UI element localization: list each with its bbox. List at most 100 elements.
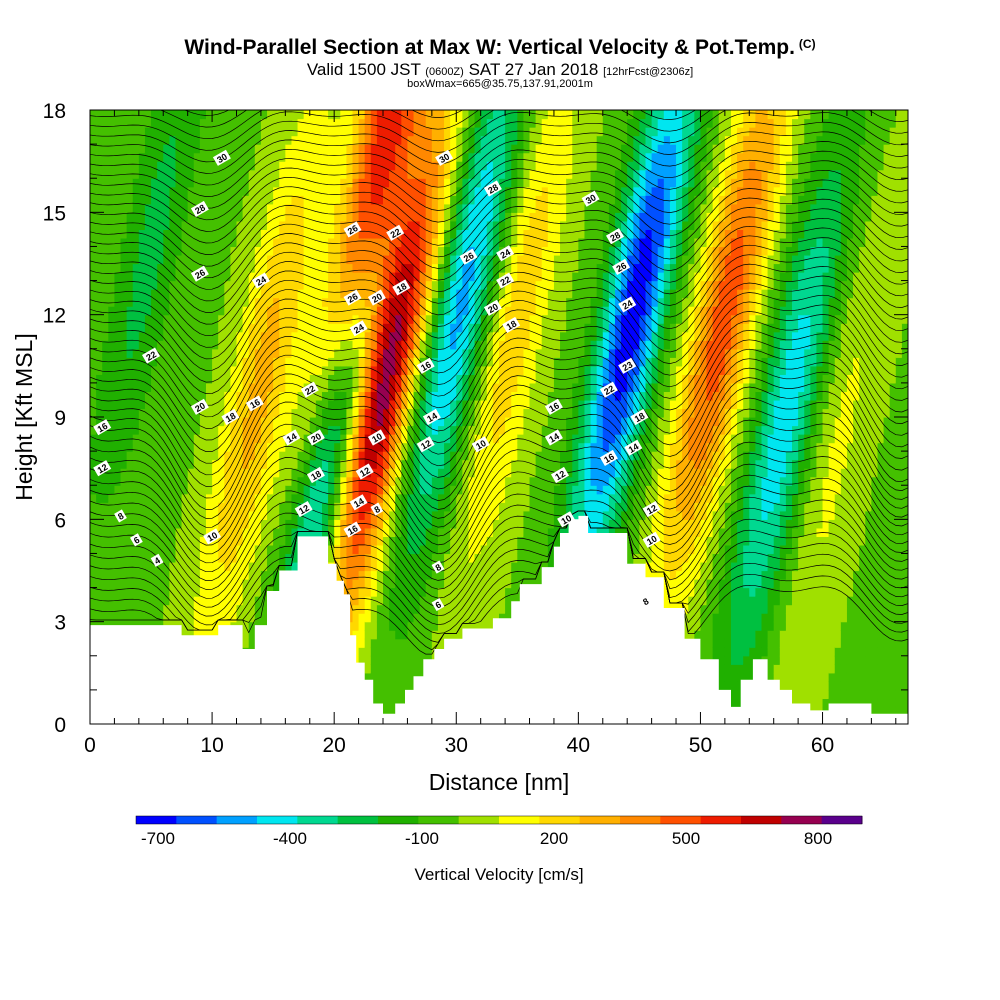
velocity-cell: [151, 544, 158, 555]
velocity-cell: [273, 357, 280, 367]
velocity-cell: [315, 493, 323, 503]
velocity-cell: [321, 527, 329, 537]
velocity-cell: [389, 374, 396, 384]
velocity-cell: [431, 323, 439, 333]
velocity-cell: [425, 144, 433, 154]
velocity-cell: [187, 306, 195, 316]
velocity-cell: [395, 468, 402, 478]
velocity-cell: [486, 382, 494, 393]
velocity-cell: [383, 544, 390, 555]
velocity-cell: [126, 527, 134, 537]
velocity-cell: [346, 510, 354, 520]
velocity-cell: [437, 417, 445, 427]
velocity-cell: [431, 314, 439, 324]
velocity-cell: [297, 178, 305, 188]
velocity-cell: [260, 135, 268, 145]
velocity-cell: [96, 587, 103, 597]
velocity-cell: [205, 391, 213, 401]
velocity-cell: [419, 561, 427, 572]
velocity-cell: [193, 161, 201, 171]
velocity-cell: [254, 144, 262, 154]
velocity-cell: [273, 399, 280, 410]
velocity-cell: [248, 237, 256, 248]
velocity-cell: [340, 178, 347, 188]
velocity-cell: [120, 220, 128, 230]
velocity-cell: [169, 220, 177, 230]
velocity-cell: [383, 681, 390, 691]
velocity-cell: [352, 331, 360, 341]
velocity-cell: [96, 553, 103, 563]
velocity-cell: [273, 340, 280, 350]
velocity-cell: [358, 485, 366, 495]
velocity-cell: [187, 195, 195, 205]
velocity-cell: [431, 493, 439, 503]
velocity-cell: [413, 110, 421, 120]
velocity-cell: [352, 425, 360, 435]
velocity-cell: [260, 391, 268, 401]
velocity-cell: [181, 442, 189, 452]
velocity-cell: [187, 408, 195, 418]
velocity-cell: [401, 169, 409, 179]
velocity-cell: [413, 510, 421, 520]
velocity-cell: [389, 314, 396, 324]
velocity-cell: [297, 161, 305, 171]
velocity-cell: [437, 382, 445, 393]
velocity-cell: [291, 544, 299, 555]
velocity-cell: [157, 127, 164, 137]
velocity-cell: [236, 237, 244, 248]
velocity-cell: [505, 442, 512, 452]
velocity-cell: [315, 289, 323, 299]
velocity-cell: [419, 195, 427, 205]
velocity-cell: [346, 340, 354, 350]
velocity-cell: [456, 451, 463, 461]
velocity-cell: [450, 152, 457, 162]
velocity-cell: [267, 246, 274, 256]
velocity-cell: [254, 527, 262, 537]
velocity-cell: [187, 331, 195, 341]
velocity-cell: [492, 135, 500, 145]
velocity-cell: [364, 357, 372, 367]
velocity-cell: [120, 272, 128, 282]
velocity-cell: [260, 408, 268, 418]
velocity-cell: [334, 476, 341, 486]
velocity-cell: [144, 434, 152, 444]
velocity-cell: [175, 365, 183, 375]
velocity-cell: [273, 195, 280, 205]
velocity-cell: [340, 442, 347, 452]
velocity-cell: [334, 434, 341, 444]
velocity-cell: [212, 399, 219, 410]
velocity-cell: [291, 280, 299, 290]
velocity-cell: [114, 118, 122, 128]
velocity-cell: [108, 527, 116, 537]
velocity-cell: [462, 391, 470, 401]
velocity-cell: [364, 587, 372, 597]
velocity-cell: [199, 459, 207, 469]
velocity-cell: [383, 237, 390, 248]
velocity-cell: [254, 382, 262, 393]
velocity-cell: [212, 510, 219, 520]
velocity-cell: [376, 186, 384, 196]
velocity-cell: [157, 357, 164, 367]
velocity-cell: [358, 289, 366, 299]
velocity-cell: [273, 408, 280, 418]
velocity-cell: [480, 357, 488, 367]
velocity-cell: [321, 331, 329, 341]
velocity-cell: [499, 434, 506, 444]
velocity-cell: [303, 229, 311, 239]
velocity-cell: [389, 638, 396, 648]
velocity-cell: [120, 587, 128, 597]
velocity-cell: [193, 451, 201, 461]
velocity-cell: [401, 229, 409, 239]
velocity-cell: [254, 186, 262, 196]
velocity-cell: [175, 144, 183, 154]
velocity-cell: [224, 459, 231, 469]
velocity-cell: [413, 357, 421, 367]
velocity-cell: [114, 579, 122, 589]
velocity-cell: [193, 425, 201, 435]
velocity-cell: [425, 212, 433, 222]
velocity-cell: [474, 289, 482, 299]
velocity-cell: [205, 493, 213, 503]
velocity-cell: [285, 229, 293, 239]
velocity-cell: [370, 178, 378, 188]
velocity-cell: [175, 127, 183, 137]
